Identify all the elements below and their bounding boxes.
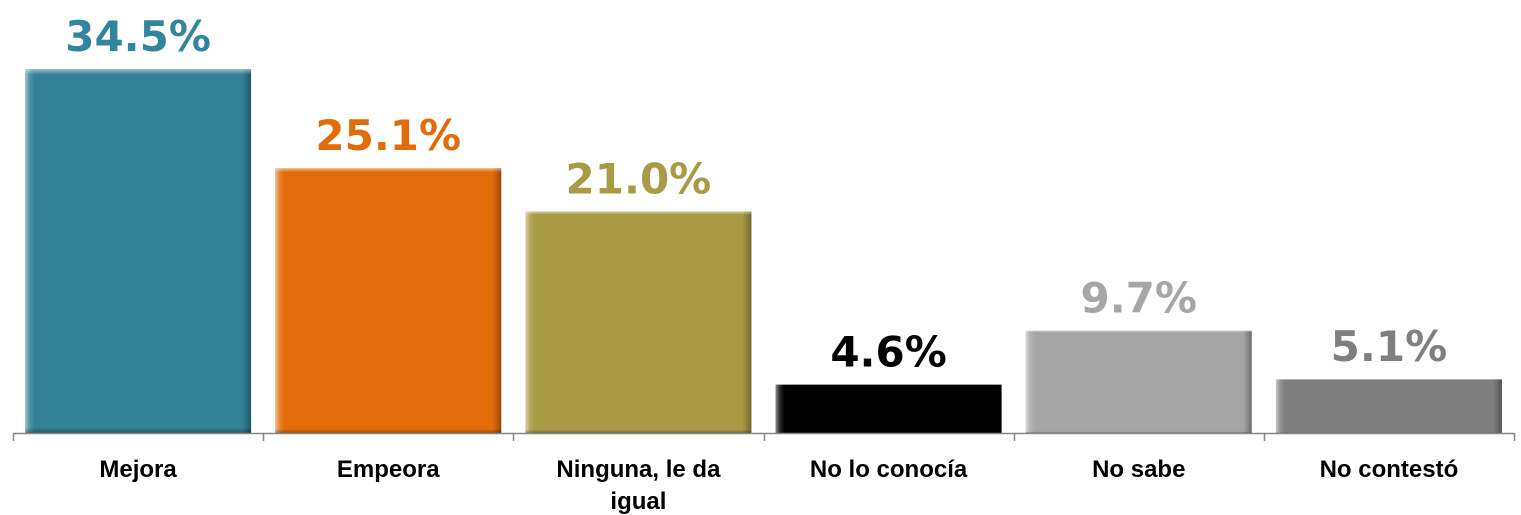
x-tick-label: No sabe xyxy=(1092,456,1185,483)
x-axis xyxy=(12,432,1516,441)
data-label: 5.1% xyxy=(1331,322,1447,371)
bar-bevel-v xyxy=(275,168,502,433)
bar-2 xyxy=(275,168,502,433)
labels-layer: 34.5% Mejora 25.1% Empeora 21.0% Ninguna, le … xyxy=(65,12,1458,515)
data-label: 9.7% xyxy=(1081,274,1197,323)
x-tick-label: igual xyxy=(610,488,666,515)
bar-5 xyxy=(1025,330,1252,433)
data-label: 21.0% xyxy=(566,154,712,203)
bar-bevel-v xyxy=(25,69,252,434)
data-label: 34.5% xyxy=(65,12,211,61)
x-tick-label: Mejora xyxy=(99,456,177,483)
bar-4 xyxy=(775,384,1002,433)
bar-bevel-v xyxy=(1275,379,1502,433)
bar-3 xyxy=(525,211,752,433)
bar-bevel-v xyxy=(1025,330,1252,433)
x-tick-label: No contestó xyxy=(1320,456,1459,483)
bar-bevel-v xyxy=(525,211,752,433)
x-tick-label: Empeora xyxy=(337,456,440,483)
data-label: 4.6% xyxy=(830,327,946,376)
x-tick-label: No lo conocía xyxy=(810,456,968,483)
bars-layer xyxy=(25,69,1502,434)
bar-1 xyxy=(25,69,252,434)
x-tick-label: Ninguna, le da xyxy=(556,456,721,483)
bar-6 xyxy=(1275,379,1502,433)
bar-bevel-v xyxy=(775,384,1002,433)
data-label: 25.1% xyxy=(315,111,461,160)
